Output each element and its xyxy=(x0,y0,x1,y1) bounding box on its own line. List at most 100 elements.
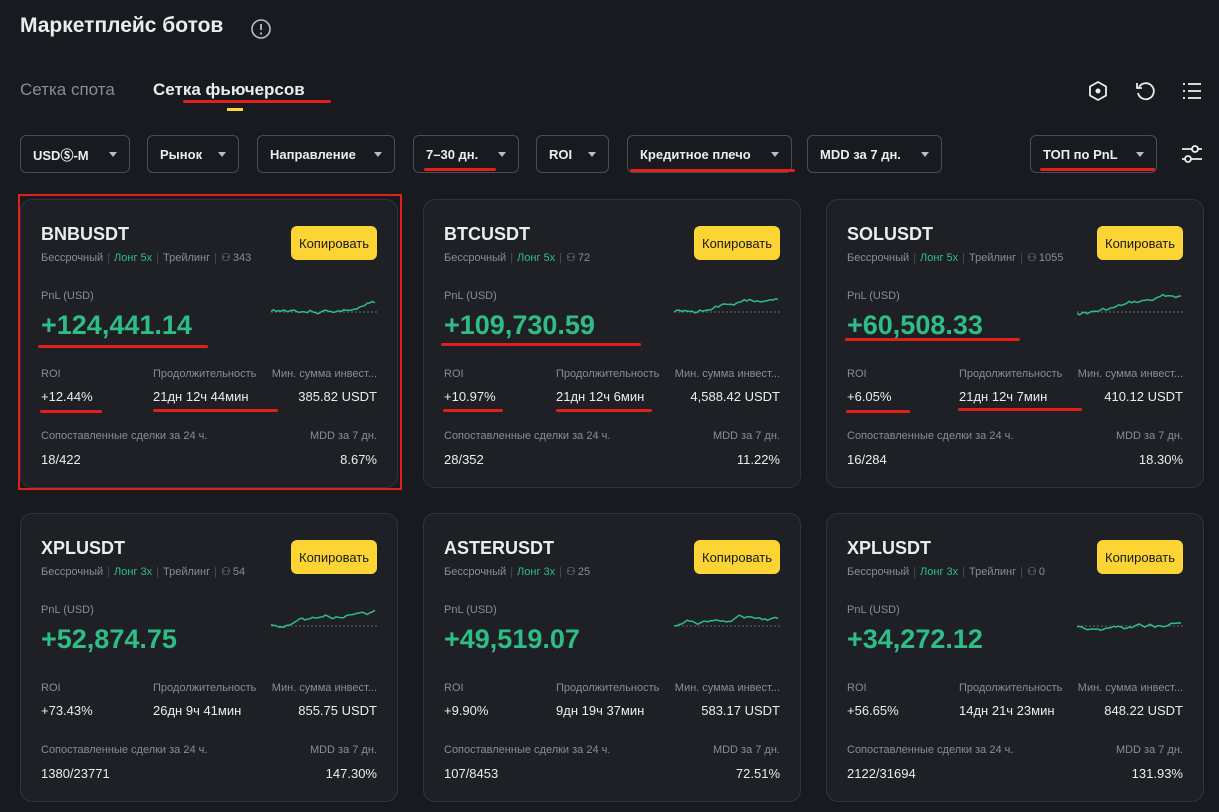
sparkline-path xyxy=(271,609,376,628)
filter-label: Направление xyxy=(270,146,356,162)
sparkline-path xyxy=(271,300,376,315)
user-icon: ⚇ xyxy=(221,566,231,578)
min-value: 848.22 USDT xyxy=(1104,703,1183,718)
duration-label: Продолжительность xyxy=(556,368,660,380)
sparkline xyxy=(271,609,377,628)
mdd-value: 147.30% xyxy=(325,766,377,781)
min-value: 4,588.42 USDT xyxy=(690,389,780,404)
annotation xyxy=(1040,168,1155,171)
card-tags: Бессрочный | Лонг 3x | Трейлинг | ⚇ 54 xyxy=(41,565,245,578)
trades-value: 16/284 xyxy=(847,452,887,467)
duration-label: Продолжительность xyxy=(153,368,257,380)
trades-value: 2122/31694 xyxy=(847,766,916,781)
roi-label: ROI xyxy=(847,368,867,380)
symbol: XPLUSDT xyxy=(41,538,126,558)
copy-button[interactable]: Копировать xyxy=(694,540,780,574)
mdd-value: 8.67% xyxy=(340,452,377,467)
min-value: 583.17 USDT xyxy=(701,703,780,718)
duration-label: Продолжительность xyxy=(153,682,257,694)
user-icon: ⚇ xyxy=(566,566,576,578)
caret xyxy=(218,151,226,157)
tag: Бессрочный xyxy=(847,252,910,264)
annotation xyxy=(846,410,910,413)
caret xyxy=(771,151,779,157)
info-icon[interactable] xyxy=(250,18,272,40)
tag: Трейлинг xyxy=(969,566,1017,578)
tag: Бессрочный xyxy=(41,252,104,264)
copy-button[interactable]: Копировать xyxy=(1097,540,1183,574)
sparkline xyxy=(674,298,780,314)
pnl-label: PnL (USD) xyxy=(41,290,94,302)
tab-active[interactable]: Сетка фьючерсов xyxy=(153,80,305,99)
pnl-value: +60,508.33 xyxy=(847,310,983,340)
pnl-label: PnL (USD) xyxy=(444,604,497,616)
bot-card: XPLUSDT Бессрочный | Лонг 3x | Трейлинг | ⚇ 54 Ко… xyxy=(20,513,398,802)
duration-value: 26дн 9ч 41мин xyxy=(153,703,242,718)
icon-button[interactable] xyxy=(1086,79,1110,103)
roi-value: +73.43% xyxy=(41,703,93,718)
mdd-label: MDD за 7 дн. xyxy=(1115,430,1183,442)
roi-value: +9.90% xyxy=(444,703,489,718)
min-label: Мин. сумма инвест... xyxy=(271,682,377,694)
filter-dropdown[interactable]: USDⓈ-M xyxy=(20,135,130,173)
pnl-value: +34,272.12 xyxy=(847,624,983,654)
copy-button[interactable]: Копировать xyxy=(1097,226,1183,260)
trades-value: 28/352 xyxy=(444,452,484,467)
filter-dropdown[interactable]: ROI xyxy=(536,135,609,173)
sparkline xyxy=(1077,293,1183,316)
duration-value: 9дн 19ч 37мин xyxy=(556,703,645,718)
copy-button[interactable]: Копировать xyxy=(291,226,377,260)
copy-button[interactable]: Копировать xyxy=(694,226,780,260)
sparkline-path xyxy=(1077,293,1182,316)
tag: Лонг 5x xyxy=(920,252,959,264)
list-button[interactable] xyxy=(1180,79,1204,103)
filter-dropdown[interactable]: ТОП по PnL xyxy=(1030,135,1157,173)
trades-value: 1380/23771 xyxy=(41,766,110,781)
filter-dropdown[interactable]: Направление xyxy=(257,135,395,173)
separator: | xyxy=(107,566,111,578)
annotation xyxy=(443,409,503,412)
refresh-button[interactable] xyxy=(1133,79,1157,103)
roi-label: ROI xyxy=(847,682,867,694)
tag: Лонг 3x xyxy=(517,566,556,578)
copy-button[interactable]: Копировать xyxy=(291,540,377,574)
sparkline xyxy=(271,300,377,315)
separator: | xyxy=(559,566,563,578)
pnl-label: PnL (USD) xyxy=(847,604,900,616)
tab[interactable]: Сетка спота xyxy=(20,80,115,99)
card-tags: Бессрочный | Лонг 3x | Трейлинг | ⚇ 0 xyxy=(847,565,1045,578)
mdd-label: MDD за 7 дн. xyxy=(1115,744,1183,756)
user-icon: ⚇ xyxy=(566,252,576,264)
roi-value: +56.65% xyxy=(847,703,899,718)
trades-label: Сопоставленные сделки за 24 ч. xyxy=(847,430,1014,442)
user-icon: ⚇ xyxy=(1027,566,1037,578)
settings-button[interactable] xyxy=(1180,142,1204,166)
roi-value: +6.05% xyxy=(847,389,892,404)
duration-label: Продолжительность xyxy=(959,682,1063,694)
tab-indicator xyxy=(227,108,243,111)
duration-label: Продолжительность xyxy=(959,368,1063,380)
bot-card: BNBUSDT Бессрочный | Лонг 5x | Трейлинг | ⚇ 343 К… xyxy=(20,199,398,488)
filter-dropdown[interactable]: Кредитное плечо xyxy=(627,135,792,173)
roi-label: ROI xyxy=(444,368,464,380)
roi-label: ROI xyxy=(444,682,464,694)
roi-label: ROI xyxy=(41,682,61,694)
filter-dropdown[interactable]: MDD за 7 дн. xyxy=(807,135,942,173)
tag: Трейлинг xyxy=(163,566,211,578)
roi-value: +12.44% xyxy=(41,389,93,404)
filter-dropdown[interactable]: 7–30 дн. xyxy=(413,135,519,173)
sparkline-path xyxy=(674,298,779,314)
separator: | xyxy=(510,566,514,578)
caret xyxy=(374,151,382,157)
symbol: XPLUSDT xyxy=(847,538,932,558)
sparkline-path xyxy=(1077,622,1182,631)
page-title: Маркетплейс ботов xyxy=(20,14,224,37)
tag: Лонг 5x xyxy=(517,252,556,264)
duration-label: Продолжительность xyxy=(556,682,660,694)
filter-dropdown[interactable]: Рынок xyxy=(147,135,239,173)
mdd-value: 72.51% xyxy=(735,766,780,781)
bot-card: SOLUSDT Бессрочный | Лонг 5x | Трейлинг | ⚇ 1055… xyxy=(826,199,1204,488)
caret xyxy=(921,151,929,157)
separator: | xyxy=(559,252,563,264)
